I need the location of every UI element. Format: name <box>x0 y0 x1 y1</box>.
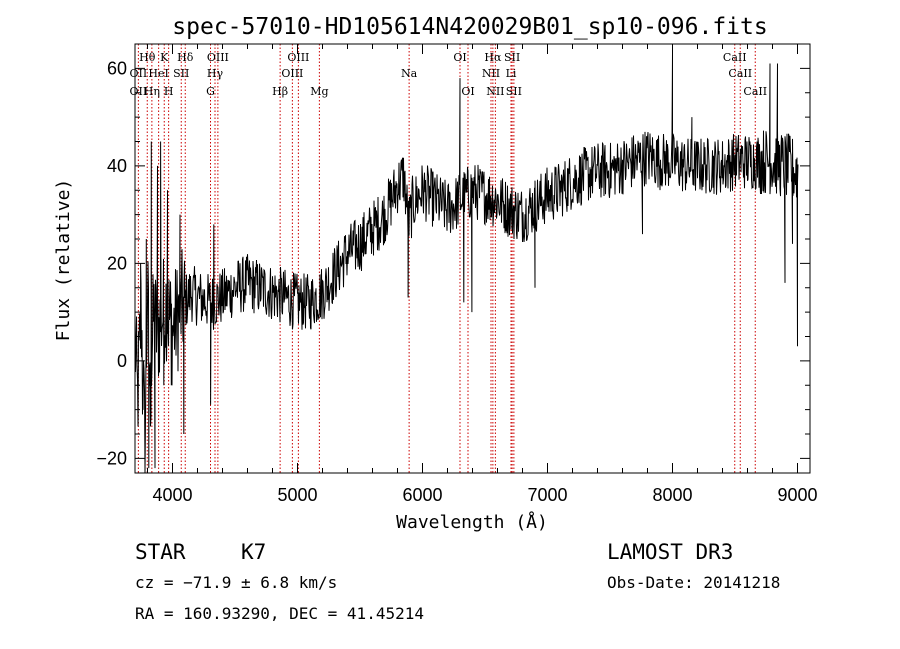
line-label: K <box>160 51 169 64</box>
line-label: Hγ <box>207 67 224 80</box>
line-label: H <box>164 85 174 98</box>
spectrum-line <box>134 53 799 474</box>
axis-ticks: 4000 5000 6000 7000 8000 9000 −20 0 20 40 60 <box>96 44 818 505</box>
line-label: HeI <box>148 67 168 80</box>
x-tick-label: 4000 <box>152 485 192 505</box>
line-label: OIII <box>207 51 229 64</box>
plot-frame <box>134 43 811 474</box>
line-label: Hβ <box>272 85 288 98</box>
coordinates: RA = 160.93290, DEC = 41.45214 <box>135 604 424 623</box>
line-label: CaII <box>743 85 767 98</box>
line-label: OIII <box>287 51 309 64</box>
observation-date: Obs-Date: 20141218 <box>607 573 781 592</box>
line-label: G <box>206 85 215 98</box>
emission-line-markers <box>137 44 756 473</box>
chart-title: spec-57010-HD105614N420029B01_sp10-096.f… <box>172 14 767 40</box>
survey-name: LAMOST DR3 <box>607 540 734 564</box>
line-label: Mg <box>310 85 328 98</box>
line-label: NII <box>486 85 504 98</box>
y-tick-label: 40 <box>107 156 127 176</box>
x-axis-label: Wavelength (Å) <box>396 511 548 533</box>
line-label: Hθ <box>139 51 156 64</box>
y-axis-label: Flux (relative) <box>53 179 74 342</box>
x-tick-label: 6000 <box>402 485 442 505</box>
line-label: NII <box>482 67 500 80</box>
x-tick-label: 9000 <box>777 485 817 505</box>
line-label: Na <box>401 67 418 80</box>
y-tick-label: 20 <box>107 253 127 273</box>
x-tick-label: 5000 <box>277 485 317 505</box>
y-tick-label: 0 <box>117 351 127 371</box>
y-tick-label: −20 <box>96 448 127 468</box>
line-label: Hη <box>144 85 160 98</box>
line-label: OII <box>130 67 148 80</box>
x-tick-label: 8000 <box>652 485 692 505</box>
line-label: OIII <box>281 67 303 80</box>
redshift-cz: cz = −71.9 ± 6.8 km/s <box>135 573 338 592</box>
spectral-subclass: K7 <box>241 540 267 564</box>
object-class: STAR <box>135 540 186 564</box>
line-label: OI <box>461 85 474 98</box>
line-label: CaII <box>723 51 747 64</box>
line-label: Hδ <box>177 51 194 64</box>
line-label: OII <box>130 85 148 98</box>
line-label: OI <box>453 51 466 64</box>
line-label: Hα <box>484 51 502 64</box>
line-label: Li <box>506 67 517 80</box>
x-tick-label: 7000 <box>527 485 567 505</box>
line-label: CaII <box>728 67 752 80</box>
line-label: SII <box>504 51 520 64</box>
line-label: SII <box>173 67 189 80</box>
spectrum-layer <box>134 53 799 474</box>
y-tick-label: 60 <box>107 58 127 78</box>
line-label: SII <box>506 85 522 98</box>
